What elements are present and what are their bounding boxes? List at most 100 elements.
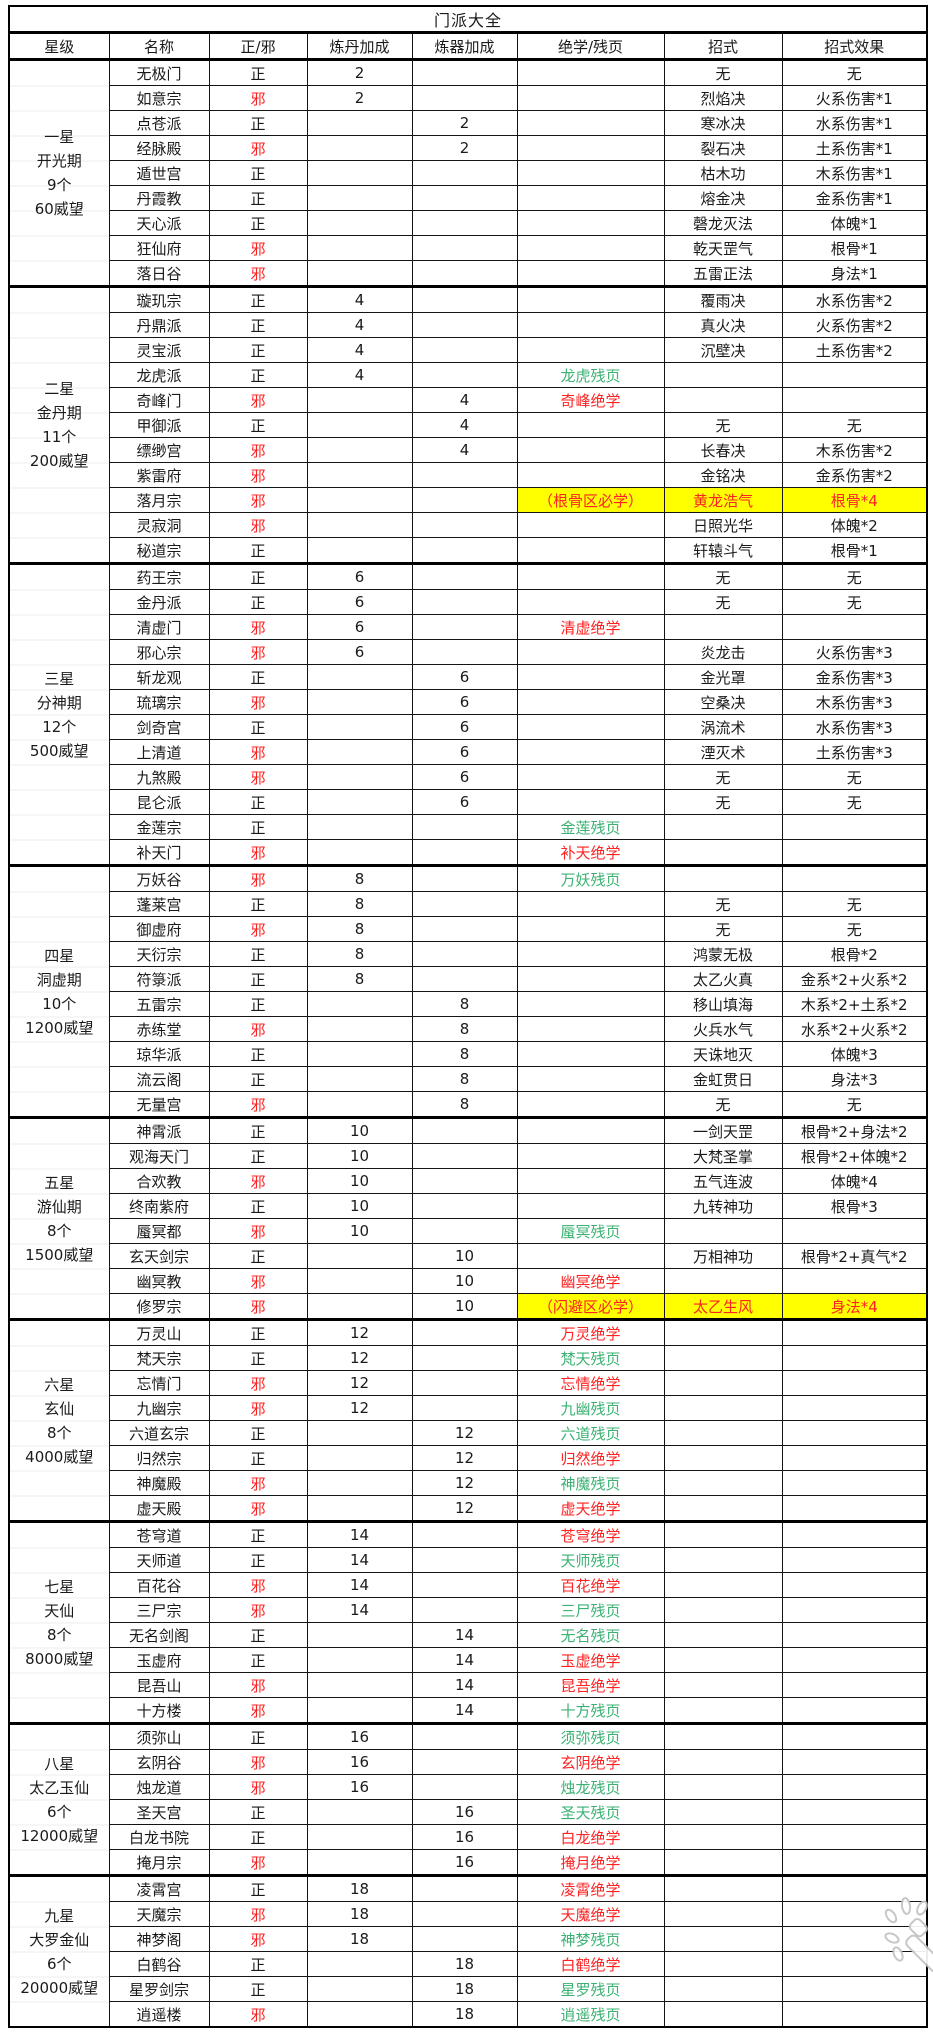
skill-page-cell [516, 437, 665, 463]
forge-bonus-cell: 10 [411, 1268, 518, 1294]
alignment-cell: 邪 [208, 260, 308, 287]
sect-name-cell: 无名剑阁 [108, 1622, 210, 1648]
star-group-label: 二星 金丹期 11个 200威望 [8, 285, 110, 564]
alchemy-bonus-cell: 2 [306, 59, 413, 86]
alignment-cell: 邪 [208, 739, 308, 765]
move-cell: 枯木功 [663, 160, 783, 186]
move-effect-cell: 金系*2+火系*2 [781, 966, 928, 992]
sect-name-cell: 百花谷 [108, 1572, 210, 1598]
sect-name-cell: 苍穹道 [108, 1520, 210, 1548]
column-header-row: 星级 名称 正/邪 炼丹加成 炼器加成 绝学/残页 招式 招式效果 [8, 32, 928, 61]
star-group-label: 四星 洞虚期 10个 1200威望 [8, 864, 110, 1118]
alignment-cell: 邪 [208, 512, 308, 538]
move-effect-cell [781, 1672, 928, 1698]
forge-bonus-cell [411, 1395, 518, 1421]
sect-name-cell: 十方楼 [108, 1697, 210, 1724]
sect-name-cell: 星罗剑宗 [108, 1976, 210, 2002]
move-effect-cell: 无 [781, 916, 928, 942]
move-cell: 无 [663, 891, 783, 917]
alchemy-bonus-cell: 10 [306, 1168, 413, 1194]
alchemy-bonus-cell [306, 1041, 413, 1067]
sect-name-cell: 九幽宗 [108, 1395, 210, 1421]
move-effect-cell: 水系伤害*3 [781, 714, 928, 740]
forge-bonus-cell [411, 462, 518, 488]
skill-page-cell [516, 185, 665, 211]
move-cell: 长春决 [663, 437, 783, 463]
move-cell: 金光罩 [663, 664, 783, 690]
move-effect-cell: 无 [781, 562, 928, 590]
alignment-cell: 邪 [208, 1495, 308, 1522]
move-cell: 火兵水气 [663, 1016, 783, 1042]
sect-row: 点苍派正 2 寒冰决 水系伤害*1 [9, 110, 928, 136]
alchemy-bonus-cell [306, 839, 413, 866]
alchemy-bonus-cell [306, 1016, 413, 1042]
sect-row: 紫雷府邪 金铭决 金系伤害*2 [9, 462, 928, 488]
star-group-label: 八星 太乙玉仙 6个 12000威望 [8, 1722, 110, 1876]
alchemy-bonus-cell: 12 [306, 1370, 413, 1396]
sect-name-cell: 符箓派 [108, 966, 210, 992]
sect-row: 修罗宗邪 10 （闪避区必学） 太乙生风 身法*4 [9, 1293, 928, 1320]
forge-bonus-cell [411, 1901, 518, 1927]
magic-wand-icon[interactable] [865, 1886, 933, 1978]
alchemy-bonus-cell: 10 [306, 1143, 413, 1169]
move-cell [663, 614, 783, 640]
sect-row: 经脉殿邪 2 裂石决 土系伤害*1 [9, 135, 928, 161]
sect-name-cell: 无量宫 [108, 1091, 210, 1118]
sect-row: 八星 太乙玉仙 6个 12000威望 须弥山正 16 须弥残页 [8, 1722, 928, 1876]
sect-name-cell: 归然宗 [108, 1445, 210, 1471]
move-cell [663, 839, 783, 866]
move-cell [663, 814, 783, 840]
sect-name-cell: 逍遥楼 [108, 2001, 210, 2028]
forge-bonus-cell: 6 [411, 739, 518, 765]
forge-bonus-cell [411, 814, 518, 840]
alchemy-bonus-cell [306, 1849, 413, 1876]
alignment-cell: 正 [208, 1976, 308, 2002]
alchemy-bonus-cell: 8 [306, 916, 413, 942]
sect-row: 昆吾山邪 14 昆吾绝学 [9, 1672, 928, 1698]
sect-row: 玄天剑宗正 10 万相神功 根骨*2+真气*2 [9, 1243, 928, 1269]
alignment-cell: 正 [208, 1318, 308, 1346]
move-cell [663, 1495, 783, 1522]
alignment-cell: 正 [208, 941, 308, 967]
alchemy-bonus-cell [306, 764, 413, 790]
forge-bonus-cell: 6 [411, 664, 518, 690]
sect-row: 琼华派正 8 天诛地灭 体魄*3 [9, 1041, 928, 1067]
sect-name-cell: 凌霄宫 [108, 1874, 210, 1902]
sect-row: 蓬莱宫正 8 无无 [9, 891, 928, 917]
alchemy-bonus-cell: 6 [306, 589, 413, 615]
skill-page-cell [516, 85, 665, 111]
move-effect-cell: 木系伤害*2 [781, 437, 928, 463]
skill-page-cell [516, 562, 665, 590]
move-effect-cell: 身法*1 [781, 260, 928, 287]
skill-page-cell [516, 689, 665, 715]
skill-page-cell [516, 1091, 665, 1118]
move-effect-cell [781, 1495, 928, 1522]
alignment-cell: 正 [208, 966, 308, 992]
sect-row: 百花谷邪 14 百花绝学 [9, 1572, 928, 1598]
forge-bonus-cell [411, 1520, 518, 1548]
forge-bonus-cell [411, 85, 518, 111]
move-effect-cell: 水系伤害*2 [781, 285, 928, 313]
sect-name-cell: 六道玄宗 [108, 1420, 210, 1446]
move-effect-cell [781, 1849, 928, 1876]
move-effect-cell [781, 1749, 928, 1775]
move-cell: 天诛地灭 [663, 1041, 783, 1067]
move-cell: 无 [663, 412, 783, 438]
move-effect-cell [781, 1395, 928, 1421]
move-effect-cell [781, 1926, 928, 1952]
sect-row: 白鹤谷正 18 白鹤绝学 [9, 1951, 928, 1977]
sect-name-cell: 观海天门 [108, 1143, 210, 1169]
sect-name-cell: 落月宗 [108, 487, 210, 513]
move-cell [663, 1572, 783, 1598]
alchemy-bonus-cell [306, 2001, 413, 2028]
sect-row: 灵寂洞邪 日照光华 体魄*2 [9, 512, 928, 538]
skill-page-cell [516, 916, 665, 942]
move-effect-cell: 体魄*3 [781, 1041, 928, 1067]
sect-row: 奇峰门邪 4 奇峰绝学 [9, 387, 928, 413]
alchemy-bonus-cell: 12 [306, 1395, 413, 1421]
sect-row: 补天门邪 补天绝学 [9, 839, 928, 866]
skill-page-cell: 烛龙残页 [516, 1774, 665, 1800]
move-cell: 无 [663, 562, 783, 590]
alignment-cell: 邪 [208, 1016, 308, 1042]
move-cell: 无 [663, 589, 783, 615]
